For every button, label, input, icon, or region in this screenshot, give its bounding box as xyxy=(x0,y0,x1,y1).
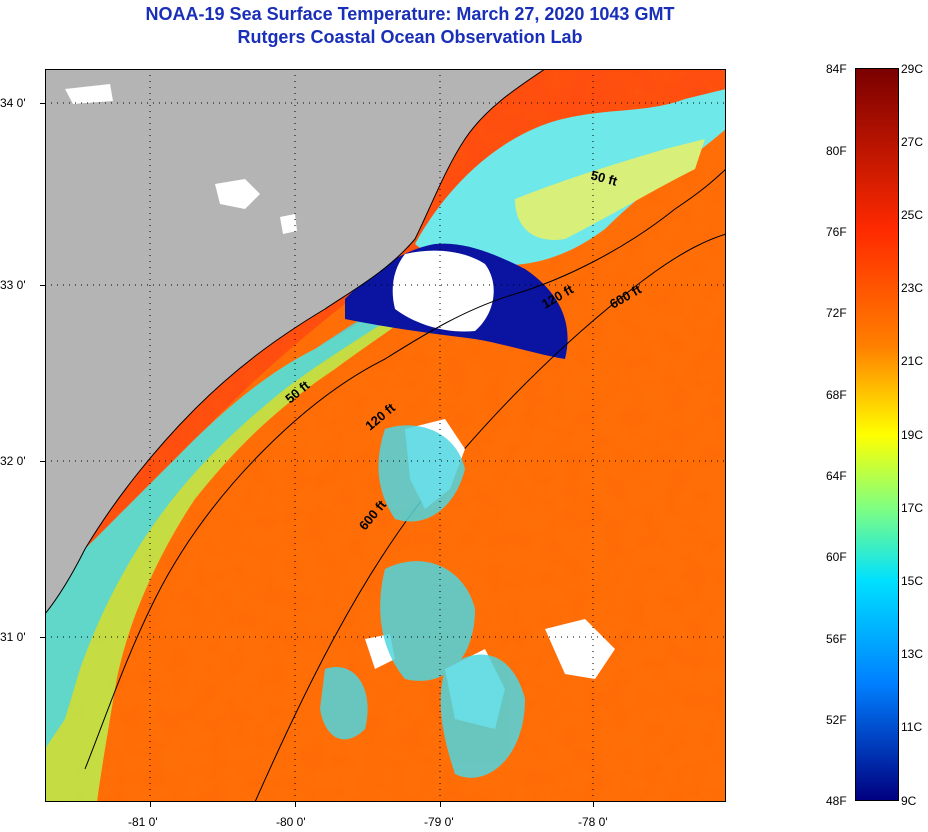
map-frame xyxy=(45,69,726,802)
colorbar-f-label: 52F xyxy=(826,713,847,727)
nearshore-cold-water xyxy=(45,294,420,749)
colorbar-c-label: 21C xyxy=(901,354,924,368)
bay-warm-patch xyxy=(515,139,705,240)
contour-label: 50 ft xyxy=(589,167,619,189)
colorbar-f-label: 80F xyxy=(826,144,847,158)
colorbar-c-label: 27C xyxy=(901,135,924,149)
coastline xyxy=(45,69,726,802)
lon-tick xyxy=(150,802,151,807)
graticule xyxy=(45,69,726,802)
lat-tick xyxy=(40,285,45,286)
colorbar-f-label: 76F xyxy=(826,225,847,239)
colorbar-c-label: 19C xyxy=(901,428,924,442)
sst-map: 50 ft 120 ft 600 ft 50 ft 120 ft 600 ft xyxy=(45,69,726,802)
colorbar-c-label: 13C xyxy=(901,647,924,661)
lon-tick xyxy=(440,802,441,807)
lat-label: 33 0' xyxy=(0,278,26,292)
lat-tick xyxy=(40,461,45,462)
lon-label: -78 0' xyxy=(578,815,608,829)
lat-label: 31 0' xyxy=(0,630,26,644)
lon-label: -81 0' xyxy=(128,815,158,829)
land-mass xyxy=(45,69,545,614)
colorbar-c-label: 11C xyxy=(901,720,923,734)
lon-tick xyxy=(593,802,594,807)
colorbar-f-label: 72F xyxy=(826,306,847,320)
colorbar-f-label: 56F xyxy=(826,632,847,646)
lon-tick xyxy=(295,802,296,807)
lat-label: 34 0' xyxy=(0,96,26,110)
colorbar-f-label: 60F xyxy=(826,550,847,564)
lat-tick xyxy=(40,637,45,638)
colorbar-c-label: 23C xyxy=(901,281,924,295)
colorbar-c-label: 29C xyxy=(901,62,924,76)
colorbar-c-label: 17C xyxy=(901,501,924,515)
cyan-eddies xyxy=(320,425,525,778)
colorbar-c-label: 9C xyxy=(901,794,917,808)
lon-label: -80 0' xyxy=(276,815,306,829)
lon-label: -79 0' xyxy=(424,815,454,829)
lat-label: 32 0' xyxy=(0,454,26,468)
colorbar-c-label: 25C xyxy=(901,208,924,222)
colorbar-f-label: 64F xyxy=(826,469,847,483)
colorbar-f-label: 68F xyxy=(826,388,847,402)
bay-cold-water xyxy=(415,89,726,266)
colorbar-f-label: 48F xyxy=(826,794,847,808)
page-title: NOAA-19 Sea Surface Temperature: March 2… xyxy=(145,4,675,24)
colorbar xyxy=(855,68,899,801)
colorbar-f-label: 84F xyxy=(826,62,847,76)
colorbar-c-label: 15C xyxy=(901,574,924,588)
page-subtitle: Rutgers Coastal Ocean Observation Lab xyxy=(237,27,583,47)
lat-tick xyxy=(40,103,45,104)
